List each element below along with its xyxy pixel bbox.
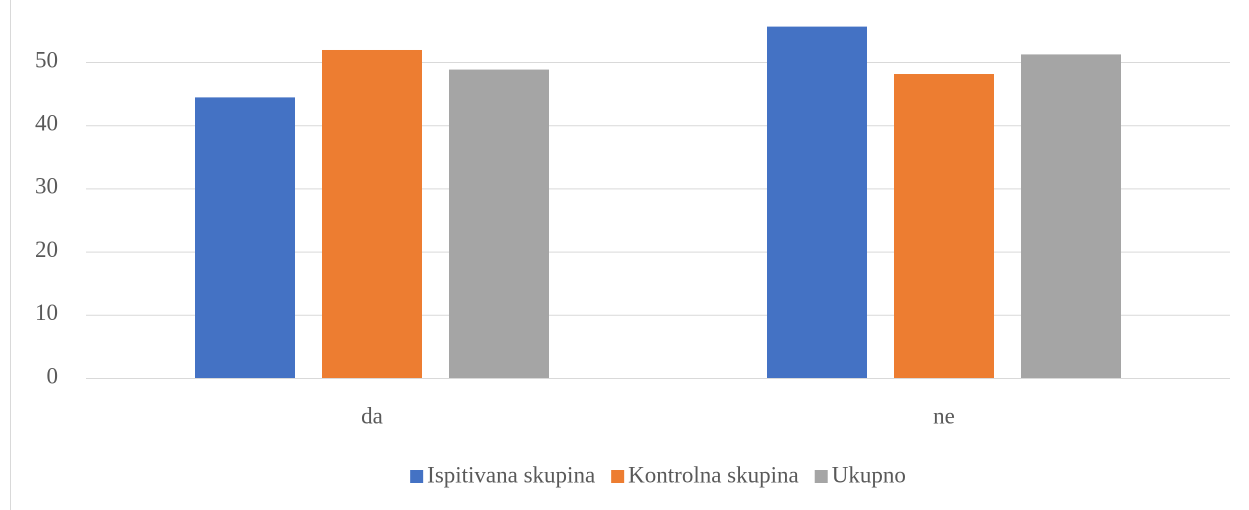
y-tick-label: 40 — [35, 110, 58, 135]
legend-swatch — [410, 470, 424, 483]
legend-label: Ispitivana skupina — [427, 462, 595, 487]
x-tick-label: da — [361, 403, 383, 428]
y-tick-label: 20 — [35, 237, 58, 262]
bar — [195, 97, 295, 378]
bar — [1021, 54, 1121, 378]
legend-label: Kontrolna skupina — [628, 462, 799, 487]
legend-swatch — [611, 470, 625, 483]
bar — [322, 49, 422, 378]
bar — [894, 74, 994, 379]
y-tick-label: 10 — [35, 300, 58, 325]
x-tick-label: ne — [933, 403, 955, 428]
y-tick-label: 30 — [35, 174, 58, 199]
y-tick-label: 0 — [47, 363, 59, 388]
y-tick-label: 50 — [35, 47, 58, 72]
legend-label: Ukupno — [832, 462, 906, 487]
bar — [449, 69, 549, 379]
bar — [767, 26, 867, 378]
legend-swatch — [814, 470, 828, 483]
